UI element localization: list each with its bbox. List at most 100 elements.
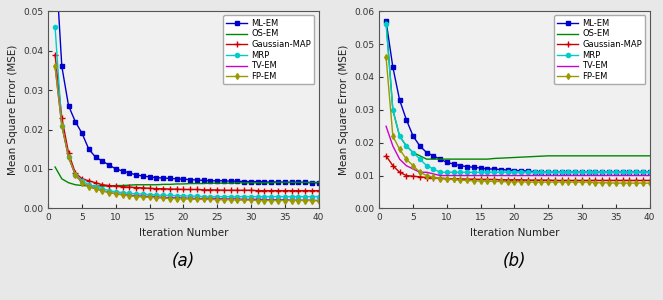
Gaussian-MAP: [530, 178, 538, 182]
TV-EM: [538, 174, 546, 177]
ML-EM: [524, 169, 532, 173]
OS-EM: [64, 181, 72, 184]
TV-EM: [632, 174, 640, 177]
FP-EM: [206, 197, 214, 201]
OS-EM: [180, 182, 188, 186]
MRP: [511, 170, 518, 174]
Gaussian-MAP: [180, 188, 188, 191]
MRP: [585, 170, 593, 174]
Gaussian-MAP: [227, 188, 235, 192]
TV-EM: [119, 193, 127, 196]
TV-EM: [551, 174, 559, 177]
MRP: [220, 195, 228, 198]
ML-EM: [389, 65, 397, 69]
MRP: [105, 189, 113, 193]
FP-EM: [227, 198, 235, 202]
ML-EM: [193, 178, 201, 182]
TV-EM: [598, 174, 606, 177]
OS-EM: [551, 154, 559, 158]
OS-EM: [51, 165, 59, 169]
Gaussian-MAP: [301, 189, 309, 193]
FP-EM: [591, 181, 599, 184]
FP-EM: [483, 179, 491, 183]
OS-EM: [382, 19, 390, 23]
FP-EM: [504, 180, 512, 184]
FP-EM: [85, 185, 93, 188]
MRP: [517, 170, 525, 174]
OS-EM: [58, 177, 66, 181]
Gaussian-MAP: [294, 189, 302, 193]
Gaussian-MAP: [396, 170, 404, 174]
TV-EM: [227, 197, 235, 201]
TV-EM: [430, 172, 438, 176]
FP-EM: [301, 199, 309, 202]
TV-EM: [463, 174, 471, 177]
TV-EM: [314, 199, 322, 202]
ML-EM: [166, 177, 174, 180]
TV-EM: [288, 198, 296, 202]
ML-EM: [402, 118, 410, 122]
TV-EM: [98, 189, 106, 193]
ML-EM: [119, 169, 127, 173]
Gaussian-MAP: [416, 175, 424, 179]
MRP: [389, 108, 397, 112]
Gaussian-MAP: [490, 178, 498, 181]
Gaussian-MAP: [152, 187, 160, 190]
FP-EM: [605, 181, 613, 184]
ML-EM: [612, 170, 620, 174]
OS-EM: [632, 154, 640, 158]
Line: ML-EM: ML-EM: [53, 0, 321, 185]
OS-EM: [206, 182, 214, 185]
Gaussian-MAP: [85, 179, 93, 183]
TV-EM: [172, 196, 180, 200]
Gaussian-MAP: [58, 116, 66, 119]
TV-EM: [125, 194, 133, 197]
Line: OS-EM: OS-EM: [55, 167, 318, 186]
OS-EM: [443, 157, 451, 161]
TV-EM: [91, 187, 99, 190]
TV-EM: [139, 194, 147, 198]
OS-EM: [247, 181, 255, 184]
Gaussian-MAP: [639, 179, 647, 182]
OS-EM: [497, 156, 505, 160]
MRP: [308, 195, 316, 198]
FP-EM: [538, 180, 546, 184]
TV-EM: [247, 197, 255, 201]
Gaussian-MAP: [443, 177, 451, 180]
Gaussian-MAP: [247, 188, 255, 192]
ML-EM: [261, 180, 269, 184]
TV-EM: [490, 174, 498, 177]
FP-EM: [436, 177, 444, 181]
Gaussian-MAP: [240, 188, 248, 192]
MRP: [51, 25, 59, 29]
OS-EM: [227, 182, 235, 185]
Text: (b): (b): [503, 252, 526, 270]
OS-EM: [91, 184, 99, 188]
ML-EM: [72, 120, 80, 124]
TV-EM: [112, 192, 120, 196]
OS-EM: [598, 154, 606, 158]
MRP: [213, 195, 221, 198]
TV-EM: [605, 174, 613, 177]
OS-EM: [139, 183, 147, 187]
TV-EM: [443, 174, 451, 177]
ML-EM: [490, 167, 498, 171]
MRP: [206, 195, 214, 198]
FP-EM: [625, 181, 633, 185]
TV-EM: [564, 174, 572, 177]
TV-EM: [483, 174, 491, 177]
OS-EM: [220, 182, 228, 185]
ML-EM: [267, 180, 275, 184]
Gaussian-MAP: [456, 177, 464, 181]
MRP: [544, 170, 552, 174]
TV-EM: [180, 196, 188, 200]
OS-EM: [504, 156, 512, 160]
ML-EM: [139, 174, 147, 178]
Gaussian-MAP: [544, 178, 552, 182]
Gaussian-MAP: [619, 179, 627, 182]
ML-EM: [572, 170, 579, 174]
ML-EM: [274, 180, 282, 184]
ML-EM: [314, 181, 322, 184]
MRP: [530, 170, 538, 174]
OS-EM: [625, 154, 633, 158]
